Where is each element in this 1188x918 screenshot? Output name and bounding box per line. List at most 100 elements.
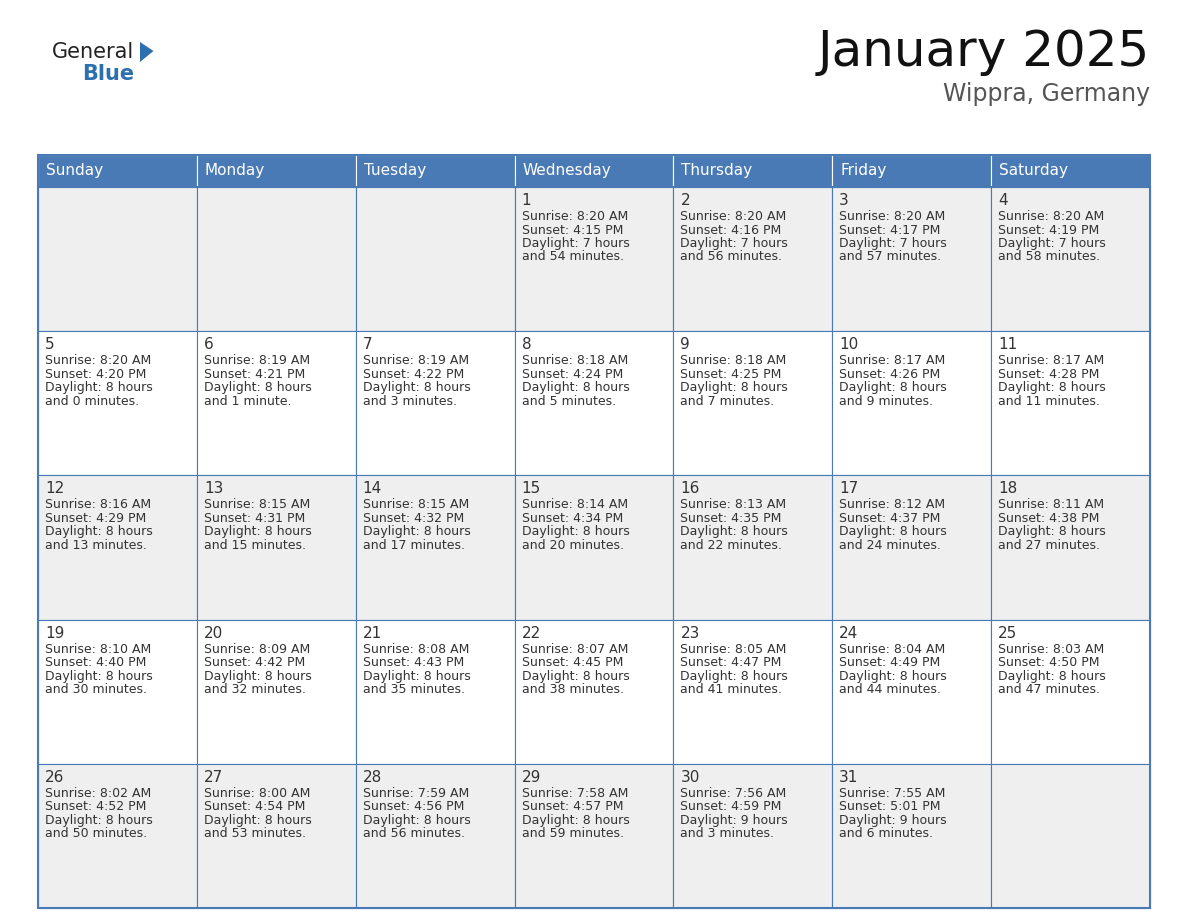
Text: 10: 10 <box>839 337 859 353</box>
Text: 18: 18 <box>998 481 1017 497</box>
Text: Sunset: 4:54 PM: Sunset: 4:54 PM <box>204 800 305 813</box>
Text: and 17 minutes.: and 17 minutes. <box>362 539 465 552</box>
Bar <box>355 620 514 764</box>
Text: Sunrise: 8:18 AM: Sunrise: 8:18 AM <box>681 354 786 367</box>
Text: Sunrise: 8:00 AM: Sunrise: 8:00 AM <box>204 787 310 800</box>
Text: Daylight: 8 hours: Daylight: 8 hours <box>839 669 947 683</box>
Bar <box>197 187 355 331</box>
Text: and 7 minutes.: and 7 minutes. <box>681 395 775 408</box>
Bar <box>197 764 355 908</box>
Text: Sunrise: 8:07 AM: Sunrise: 8:07 AM <box>522 643 628 655</box>
Bar <box>355 764 514 908</box>
Text: Daylight: 7 hours: Daylight: 7 hours <box>522 237 630 250</box>
Bar <box>833 187 991 331</box>
Text: Sunset: 4:37 PM: Sunset: 4:37 PM <box>839 512 941 525</box>
Text: and 11 minutes.: and 11 minutes. <box>998 395 1100 408</box>
Bar <box>991 476 1150 620</box>
Text: Sunrise: 8:18 AM: Sunrise: 8:18 AM <box>522 354 627 367</box>
Text: 9: 9 <box>681 337 690 353</box>
Text: Sunrise: 8:03 AM: Sunrise: 8:03 AM <box>998 643 1105 655</box>
Text: Daylight: 8 hours: Daylight: 8 hours <box>998 525 1106 538</box>
Text: Sunrise: 7:58 AM: Sunrise: 7:58 AM <box>522 787 628 800</box>
Text: Sunset: 5:01 PM: Sunset: 5:01 PM <box>839 800 941 813</box>
Text: Sunrise: 8:19 AM: Sunrise: 8:19 AM <box>204 354 310 367</box>
Text: Daylight: 8 hours: Daylight: 8 hours <box>204 381 311 394</box>
Text: Sunrise: 8:15 AM: Sunrise: 8:15 AM <box>362 498 469 511</box>
Text: Wednesday: Wednesday <box>523 163 612 178</box>
Bar <box>833 620 991 764</box>
Text: Daylight: 8 hours: Daylight: 8 hours <box>45 813 153 827</box>
Bar <box>355 476 514 620</box>
Text: Daylight: 8 hours: Daylight: 8 hours <box>362 381 470 394</box>
Text: Sunrise: 8:20 AM: Sunrise: 8:20 AM <box>839 210 946 223</box>
Text: Sunrise: 8:08 AM: Sunrise: 8:08 AM <box>362 643 469 655</box>
Text: Daylight: 8 hours: Daylight: 8 hours <box>998 669 1106 683</box>
Text: and 9 minutes.: and 9 minutes. <box>839 395 934 408</box>
Text: 30: 30 <box>681 770 700 785</box>
Text: Daylight: 9 hours: Daylight: 9 hours <box>681 813 788 827</box>
Text: Daylight: 8 hours: Daylight: 8 hours <box>362 813 470 827</box>
Text: Sunset: 4:34 PM: Sunset: 4:34 PM <box>522 512 623 525</box>
Text: 8: 8 <box>522 337 531 353</box>
Bar <box>991 187 1150 331</box>
Text: Daylight: 8 hours: Daylight: 8 hours <box>45 381 153 394</box>
Text: 24: 24 <box>839 625 859 641</box>
Text: and 59 minutes.: and 59 minutes. <box>522 827 624 840</box>
Text: Daylight: 8 hours: Daylight: 8 hours <box>522 525 630 538</box>
Text: Friday: Friday <box>840 163 886 178</box>
Text: Daylight: 8 hours: Daylight: 8 hours <box>522 813 630 827</box>
Text: Sunset: 4:15 PM: Sunset: 4:15 PM <box>522 223 623 237</box>
Text: Wippra, Germany: Wippra, Germany <box>943 82 1150 106</box>
Bar <box>674 476 833 620</box>
Text: Sunset: 4:47 PM: Sunset: 4:47 PM <box>681 656 782 669</box>
Text: Sunset: 4:20 PM: Sunset: 4:20 PM <box>45 368 146 381</box>
Text: Sunrise: 8:02 AM: Sunrise: 8:02 AM <box>45 787 151 800</box>
Text: Daylight: 8 hours: Daylight: 8 hours <box>45 669 153 683</box>
Bar <box>674 620 833 764</box>
Text: Sunrise: 7:55 AM: Sunrise: 7:55 AM <box>839 787 946 800</box>
Text: 12: 12 <box>45 481 64 497</box>
Text: and 15 minutes.: and 15 minutes. <box>204 539 305 552</box>
Text: Sunset: 4:29 PM: Sunset: 4:29 PM <box>45 512 146 525</box>
Text: Sunrise: 7:56 AM: Sunrise: 7:56 AM <box>681 787 786 800</box>
Text: and 57 minutes.: and 57 minutes. <box>839 251 941 263</box>
Bar <box>355 331 514 476</box>
Text: and 24 minutes.: and 24 minutes. <box>839 539 941 552</box>
Text: and 13 minutes.: and 13 minutes. <box>45 539 147 552</box>
Text: 27: 27 <box>204 770 223 785</box>
Text: 2: 2 <box>681 193 690 208</box>
Text: Sunset: 4:22 PM: Sunset: 4:22 PM <box>362 368 465 381</box>
Text: Sunset: 4:19 PM: Sunset: 4:19 PM <box>998 223 1099 237</box>
Text: and 38 minutes.: and 38 minutes. <box>522 683 624 696</box>
Bar <box>514 764 674 908</box>
Text: Sunset: 4:50 PM: Sunset: 4:50 PM <box>998 656 1100 669</box>
Text: Sunset: 4:21 PM: Sunset: 4:21 PM <box>204 368 305 381</box>
Bar <box>514 187 674 331</box>
Text: and 50 minutes.: and 50 minutes. <box>45 827 147 840</box>
Text: 13: 13 <box>204 481 223 497</box>
Text: and 3 minutes.: and 3 minutes. <box>362 395 456 408</box>
Text: 7: 7 <box>362 337 372 353</box>
Text: and 5 minutes.: and 5 minutes. <box>522 395 615 408</box>
Text: Sunset: 4:59 PM: Sunset: 4:59 PM <box>681 800 782 813</box>
Text: 19: 19 <box>45 625 64 641</box>
Text: Sunrise: 8:20 AM: Sunrise: 8:20 AM <box>522 210 627 223</box>
Text: Daylight: 7 hours: Daylight: 7 hours <box>998 237 1106 250</box>
Text: and 56 minutes.: and 56 minutes. <box>681 251 783 263</box>
Bar <box>197 155 355 187</box>
Bar <box>991 620 1150 764</box>
Text: Daylight: 8 hours: Daylight: 8 hours <box>681 525 788 538</box>
Text: Sunrise: 8:11 AM: Sunrise: 8:11 AM <box>998 498 1105 511</box>
Text: Sunset: 4:52 PM: Sunset: 4:52 PM <box>45 800 146 813</box>
Bar <box>197 476 355 620</box>
Text: Sunset: 4:26 PM: Sunset: 4:26 PM <box>839 368 941 381</box>
Bar <box>674 331 833 476</box>
Text: and 0 minutes.: and 0 minutes. <box>45 395 139 408</box>
Text: Sunset: 4:38 PM: Sunset: 4:38 PM <box>998 512 1100 525</box>
Text: 15: 15 <box>522 481 541 497</box>
Text: 4: 4 <box>998 193 1007 208</box>
Bar <box>833 764 991 908</box>
Text: Sunrise: 8:09 AM: Sunrise: 8:09 AM <box>204 643 310 655</box>
Bar <box>38 764 197 908</box>
Text: Sunrise: 8:20 AM: Sunrise: 8:20 AM <box>681 210 786 223</box>
